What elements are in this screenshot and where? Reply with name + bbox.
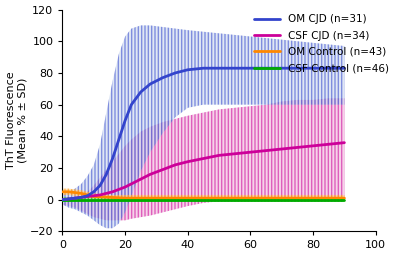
OM CJD (n=31) [72,197,77,200]
CSF CJD (n=34) [173,163,178,166]
OM Control (n=43) [154,197,159,200]
OM Control (n=43) [66,190,71,193]
CSF CJD (n=34) [160,168,165,171]
CSF CJD (n=34) [85,195,90,198]
OM CJD (n=31) [85,194,90,197]
CSF Control (n=46) [279,198,284,201]
CSF CJD (n=34) [279,147,284,151]
CSF Control (n=46) [217,198,222,201]
OM CJD (n=31) [173,71,178,74]
CSF CJD (n=34) [311,144,316,147]
OM CJD (n=31) [104,173,109,176]
OM Control (n=43) [107,196,112,199]
OM Control (n=43) [248,197,253,200]
CSF CJD (n=34) [248,151,253,154]
CSF CJD (n=34) [138,178,143,181]
CSF CJD (n=34) [79,196,84,199]
OM Control (n=43) [342,197,347,200]
OM CJD (n=31) [326,67,331,70]
OM CJD (n=31) [123,119,128,122]
OM Control (n=43) [85,194,90,197]
CSF CJD (n=34) [110,190,115,193]
OM Control (n=43) [79,192,84,195]
CSF CJD (n=34) [116,188,121,191]
OM CJD (n=31) [217,67,222,70]
OM Control (n=43) [217,197,222,200]
OM CJD (n=31) [279,67,284,70]
OM CJD (n=31) [311,67,316,70]
OM CJD (n=31) [232,67,237,70]
OM CJD (n=31) [110,157,115,160]
CSF CJD (n=34) [232,152,237,155]
CSF CJD (n=34) [185,160,190,163]
CSF CJD (n=34) [295,146,300,149]
CSF Control (n=46) [248,198,253,201]
OM CJD (n=31) [295,67,300,70]
CSF CJD (n=34) [72,197,77,200]
CSF CJD (n=34) [91,194,96,197]
Line: OM CJD (n=31): OM CJD (n=31) [62,68,344,200]
OM CJD (n=31) [98,184,102,187]
CSF CJD (n=34) [60,198,65,201]
CSF Control (n=46) [123,198,128,201]
CSF CJD (n=34) [326,143,331,146]
CSF CJD (n=34) [148,173,152,176]
OM CJD (n=31) [116,138,121,141]
CSF CJD (n=34) [217,154,222,157]
CSF CJD (n=34) [123,186,128,189]
CSF CJD (n=34) [129,182,134,185]
OM CJD (n=31) [264,67,268,70]
CSF Control (n=46) [185,198,190,201]
OM Control (n=43) [60,190,65,193]
OM Control (n=43) [311,197,316,200]
Line: CSF CJD (n=34): CSF CJD (n=34) [62,143,344,200]
CSF Control (n=46) [342,198,347,201]
OM CJD (n=31) [248,67,253,70]
OM CJD (n=31) [148,82,152,86]
CSF Control (n=46) [311,198,316,201]
CSF CJD (n=34) [104,192,109,195]
OM Control (n=43) [72,191,77,194]
OM CJD (n=31) [138,90,143,93]
OM CJD (n=31) [160,76,165,79]
OM Control (n=43) [123,197,128,200]
CSF CJD (n=34) [201,157,206,160]
Line: OM Control (n=43): OM Control (n=43) [62,192,344,198]
OM Control (n=43) [185,197,190,200]
CSF Control (n=46) [60,198,65,201]
CSF CJD (n=34) [342,141,347,144]
CSF Control (n=46) [154,198,159,201]
CSF CJD (n=34) [98,194,102,197]
OM CJD (n=31) [201,67,206,70]
CSF CJD (n=34) [264,149,268,152]
OM CJD (n=31) [60,198,65,201]
OM CJD (n=31) [79,196,84,199]
CSF Control (n=46) [91,198,96,201]
Legend: OM CJD (n=31), CSF CJD (n=34), OM Control (n=43), CSF Control (n=46): OM CJD (n=31), CSF CJD (n=34), OM Contro… [249,10,393,77]
OM Control (n=43) [91,195,96,198]
OM CJD (n=31) [342,67,347,70]
OM CJD (n=31) [66,197,71,200]
OM CJD (n=31) [91,190,96,193]
Y-axis label: ThT Fluorescence
(Mean % ± SD): ThT Fluorescence (Mean % ± SD) [6,72,27,169]
OM CJD (n=31) [185,68,190,71]
OM CJD (n=31) [129,103,134,106]
OM Control (n=43) [279,197,284,200]
CSF CJD (n=34) [66,197,71,200]
